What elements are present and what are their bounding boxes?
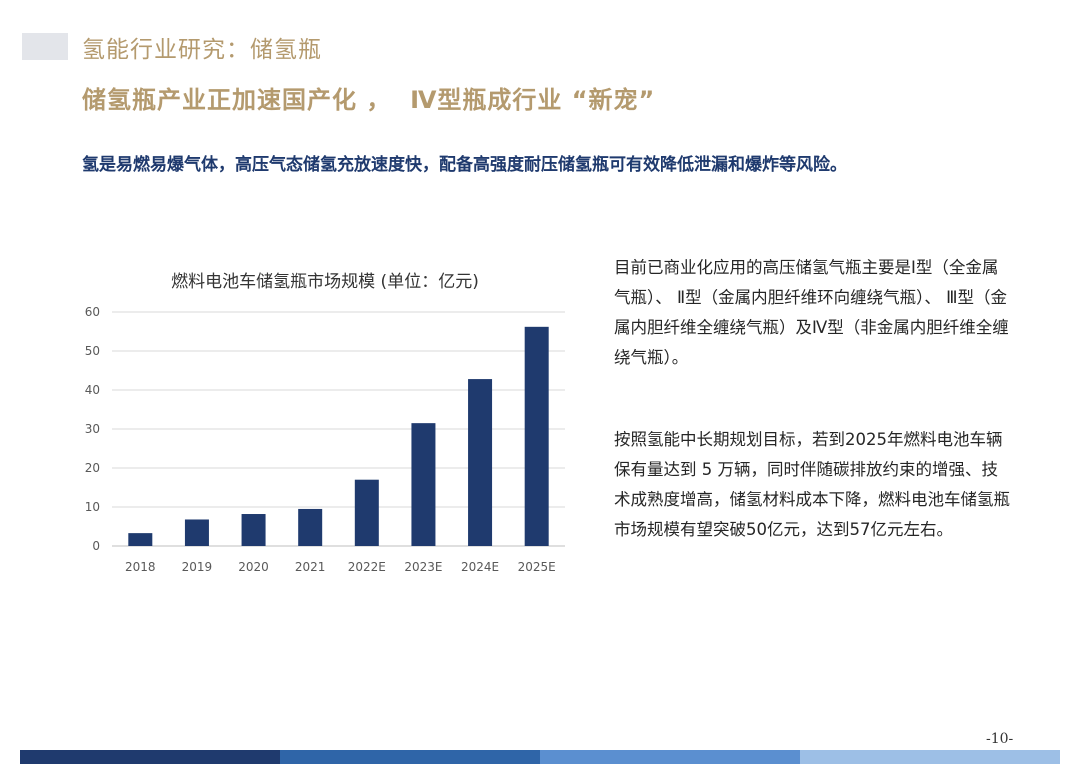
bar-2019	[184, 519, 209, 546]
bar-2025E	[524, 326, 549, 546]
x-tick-label: 2022E	[348, 560, 386, 574]
footer-segment-1	[20, 750, 280, 764]
x-tick-label: 2018	[125, 560, 156, 574]
lead-text: 氢是易燃易爆气体，高压气态储氢充放速度快，配备高强度耐压储氢瓶可有效降低泄漏和爆…	[82, 155, 847, 175]
header-decor-block	[22, 33, 68, 60]
x-tick-label: 2019	[182, 560, 213, 574]
chart-title: 燃料电池车储氢瓶市场规模 (单位：亿元)	[171, 272, 479, 292]
bar-2022E	[354, 479, 379, 546]
x-tick-label: 2023E	[404, 560, 442, 574]
footer-segment-4	[800, 750, 1060, 764]
y-tick-label: 50	[85, 344, 100, 358]
bar-2018	[128, 533, 153, 546]
page-title: 氢能行业研究：储氢瓶	[82, 37, 322, 63]
description-paragraph-2: 按照氢能中长期规划目标，若到2025年燃料电池车辆保有量达到 5 万辆，同时伴随…	[614, 430, 1010, 539]
description-paragraph-1: 目前已商业化应用的高压储氢气瓶主要是Ⅰ型（全金属气瓶）、 Ⅱ型（金属内胆纤维环向…	[614, 258, 1009, 367]
page-number: -10-	[986, 731, 1014, 747]
bar-2023E	[411, 423, 436, 546]
bar-chart: 燃料电池车储氢瓶市场规模 (单位：亿元) 0 10 20 30 40 50 60 2018 20…	[70, 255, 580, 585]
footer-bar	[20, 750, 1060, 764]
bar-2021	[298, 508, 323, 546]
chart-plot: 0 10 20 30 40 50 60 2018 2019 2020 2021 2022E 2023E 2…	[85, 305, 565, 574]
y-tick-label: 60	[85, 305, 100, 319]
y-tick-label: 10	[85, 500, 100, 514]
page-subtitle: 储氢瓶产业正加速国产化 ， Ⅳ型瓶成行业 “新宠”	[82, 86, 656, 114]
x-tick-label: 2024E	[461, 560, 499, 574]
x-tick-label: 2021	[295, 560, 326, 574]
y-tick-label: 40	[85, 383, 100, 397]
y-tick-label: 30	[85, 422, 100, 436]
x-tick-label: 2020	[238, 560, 269, 574]
footer-segment-3	[540, 750, 800, 764]
footer-segment-2	[280, 750, 540, 764]
y-tick-label: 0	[92, 539, 100, 553]
y-tick-label: 20	[85, 461, 100, 475]
bar-2024E	[468, 379, 493, 546]
bar-2020	[241, 514, 266, 546]
x-tick-label: 2025E	[518, 560, 556, 574]
